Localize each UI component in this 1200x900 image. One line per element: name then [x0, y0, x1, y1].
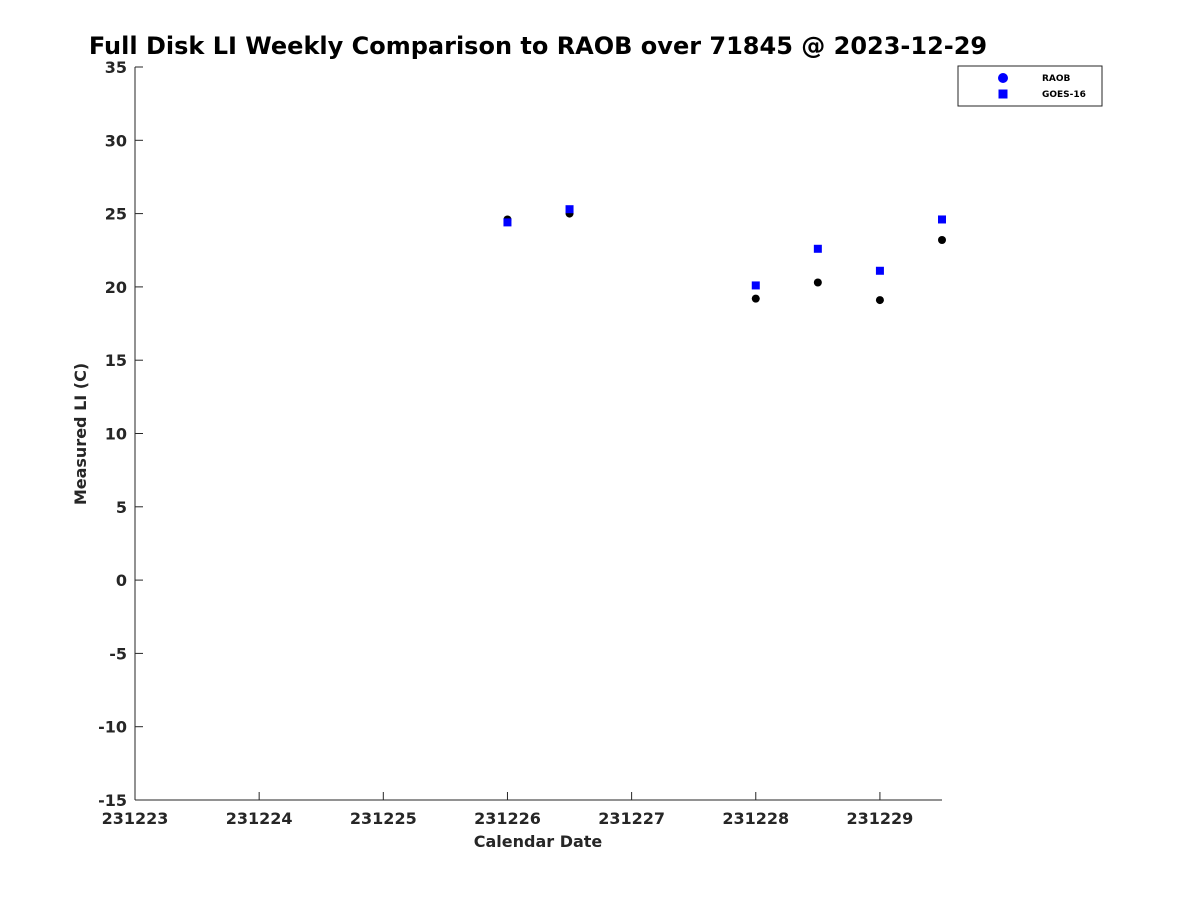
- x-ticks: 231223 231224 231225 231226 231227 231228 2312…: [102, 792, 914, 828]
- data-point-raob: [813, 278, 822, 287]
- x-tick-label: 231227: [598, 809, 665, 828]
- x-tick-label: 231228: [722, 809, 789, 828]
- axes: [134, 67, 942, 801]
- x-tick-label: 231224: [226, 809, 293, 828]
- x-tick-label: 231223: [102, 809, 169, 828]
- data-point-goes16: [875, 266, 884, 275]
- x-tick-label: 231225: [350, 809, 417, 828]
- y-tick-label: -10: [98, 718, 127, 737]
- data-point-goes16: [503, 218, 512, 227]
- data-point-raob: [751, 294, 760, 303]
- series-goes-16: [503, 205, 946, 290]
- series-layer: [503, 205, 946, 305]
- series-raob: [503, 209, 946, 305]
- y-tick-label: 25: [105, 205, 127, 224]
- legend[interactable]: RAOB GOES-16: [957, 65, 1103, 107]
- y-tick-label: 20: [105, 278, 127, 297]
- legend-label-raob: RAOB: [1042, 74, 1071, 84]
- legend-marker-raob: [998, 73, 1008, 83]
- x-tick-label: 231226: [474, 809, 541, 828]
- legend-marker-goes16: [998, 89, 1008, 99]
- y-tick-label: 5: [116, 498, 127, 517]
- chart-title: Full Disk LI Weekly Comparison to RAOB o…: [89, 32, 987, 60]
- legend-label-goes16: GOES-16: [1042, 90, 1086, 100]
- y-tick-label: 35: [105, 58, 127, 77]
- x-tick-label: 231229: [847, 809, 914, 828]
- data-point-raob: [875, 296, 884, 305]
- y-tick-label: 30: [105, 131, 127, 150]
- y-ticks: 35 30 25 20 15 10 5 0 -5 -10 -15: [98, 58, 143, 810]
- data-point-goes16: [813, 244, 822, 253]
- data-point-goes16: [751, 281, 760, 290]
- data-point-goes16: [565, 205, 574, 214]
- legend-box: [957, 65, 1103, 107]
- data-point-goes16: [938, 215, 946, 224]
- y-tick-label: 0: [116, 571, 127, 590]
- data-point-raob: [938, 235, 946, 244]
- y-tick-label: -5: [109, 644, 127, 663]
- y-tick-label: 10: [105, 425, 127, 444]
- y-axis-label: Measured LI (C): [71, 363, 90, 505]
- y-tick-label: 15: [105, 351, 127, 370]
- x-axis-label: Calendar Date: [474, 832, 603, 851]
- y-tick-label: -15: [98, 791, 127, 810]
